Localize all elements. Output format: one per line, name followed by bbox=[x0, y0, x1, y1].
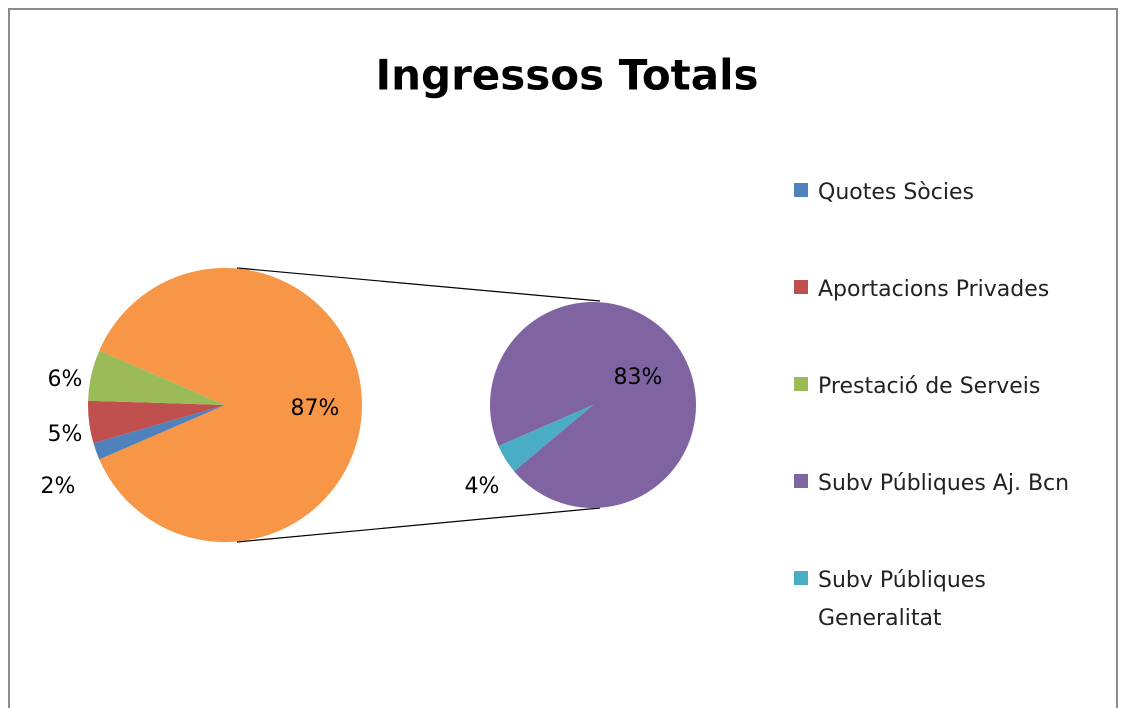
legend-swatch bbox=[794, 377, 808, 391]
legend: Quotes Sòcies Aportacions Privades Prestac… bbox=[794, 170, 1094, 655]
pie-slice bbox=[88, 350, 226, 405]
legend-item: Subv Públiques Generalitat bbox=[794, 558, 1094, 655]
chart-title: Ingressos Totals bbox=[375, 51, 758, 100]
data-label: 83% bbox=[614, 365, 663, 390]
legend-swatch bbox=[794, 280, 808, 294]
legend-label: Prestació de Serveis bbox=[818, 374, 1041, 399]
legend-item: Aportacions Privades bbox=[794, 267, 1094, 364]
connector-line bbox=[236, 267, 601, 302]
data-label: 5% bbox=[48, 422, 83, 447]
data-label: 87% bbox=[291, 396, 340, 421]
legend-swatch bbox=[794, 474, 808, 488]
legend-item: Subv Públiques Aj. Bcn bbox=[794, 461, 1094, 558]
legend-label: Subv Públiques Aj. Bcn bbox=[818, 471, 1070, 496]
legend-label: Quotes Sòcies bbox=[818, 180, 974, 205]
pie-slice bbox=[93, 405, 226, 460]
pie-slice bbox=[498, 405, 593, 472]
data-label: 4% bbox=[465, 474, 500, 499]
legend-item: Quotes Sòcies bbox=[794, 170, 1094, 267]
pie-slice bbox=[99, 267, 363, 542]
legend-swatch bbox=[794, 571, 808, 585]
chart-frame bbox=[8, 8, 1118, 708]
pie-slice bbox=[88, 400, 225, 444]
legend-item: Prestació de Serveis bbox=[794, 364, 1094, 461]
data-label: 2% bbox=[41, 474, 76, 499]
legend-label: Subv Públiques Generalitat bbox=[818, 568, 986, 631]
connector-line bbox=[236, 507, 601, 543]
data-label: 6% bbox=[48, 367, 83, 392]
legend-label: Aportacions Privades bbox=[818, 277, 1050, 302]
legend-swatch bbox=[794, 183, 808, 197]
